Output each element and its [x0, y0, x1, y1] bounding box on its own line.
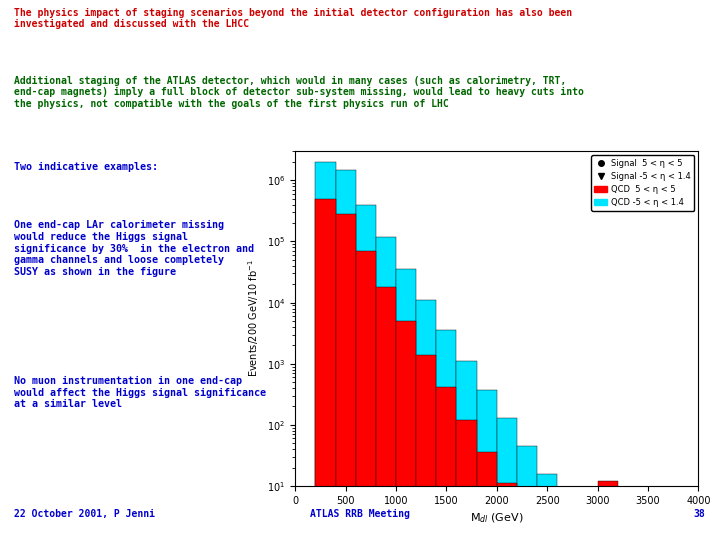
Bar: [315, 199, 336, 540]
Bar: [315, 162, 336, 540]
Text: Additional staging of the ATLAS detector, which would in many cases (such as cal: Additional staging of the ATLAS detector…: [14, 76, 584, 109]
Text: Two indicative examples:: Two indicative examples:: [14, 161, 158, 172]
Bar: [497, 418, 517, 540]
Text: No muon instrumentation in one end-cap
would affect the Higgs signal significanc: No muon instrumentation in one end-cap w…: [14, 376, 266, 409]
Bar: [456, 420, 477, 540]
Bar: [557, 500, 577, 540]
Legend: Signal  5 < η < 5, Signal -5 < η < 1.4, QCD  5 < η < 5, QCD -5 < η < 1.4: Signal 5 < η < 5, Signal -5 < η < 1.4, Q…: [591, 156, 694, 211]
Bar: [517, 446, 537, 540]
Bar: [477, 452, 497, 540]
Bar: [336, 170, 356, 540]
Bar: [537, 474, 557, 540]
Text: 38: 38: [694, 509, 706, 519]
Bar: [598, 481, 618, 540]
X-axis label: M$_{dl}$ (GeV): M$_{dl}$ (GeV): [470, 511, 523, 525]
Bar: [396, 321, 416, 540]
Text: 22 October 2001, P Jenni: 22 October 2001, P Jenni: [14, 509, 156, 519]
Bar: [497, 483, 517, 540]
Bar: [416, 300, 436, 540]
Bar: [356, 251, 376, 540]
Bar: [436, 330, 456, 540]
Text: ATLAS RRB Meeting: ATLAS RRB Meeting: [310, 509, 410, 519]
Bar: [416, 355, 436, 540]
Text: One end-cap LAr calorimeter missing
would reduce the Higgs signal
significance b: One end-cap LAr calorimeter missing woul…: [14, 220, 254, 277]
Bar: [376, 237, 396, 540]
Bar: [577, 523, 598, 540]
Bar: [376, 287, 396, 540]
Bar: [336, 214, 356, 540]
Y-axis label: Events/200 GeV/10 fb$^{-1}$: Events/200 GeV/10 fb$^{-1}$: [247, 260, 261, 377]
Text: The physics impact of staging scenarios beyond the initial detector configuratio: The physics impact of staging scenarios …: [14, 8, 572, 29]
Bar: [356, 205, 376, 540]
Bar: [477, 390, 497, 540]
Bar: [436, 387, 456, 540]
Bar: [456, 361, 477, 540]
Bar: [396, 269, 416, 540]
Bar: [517, 516, 537, 540]
